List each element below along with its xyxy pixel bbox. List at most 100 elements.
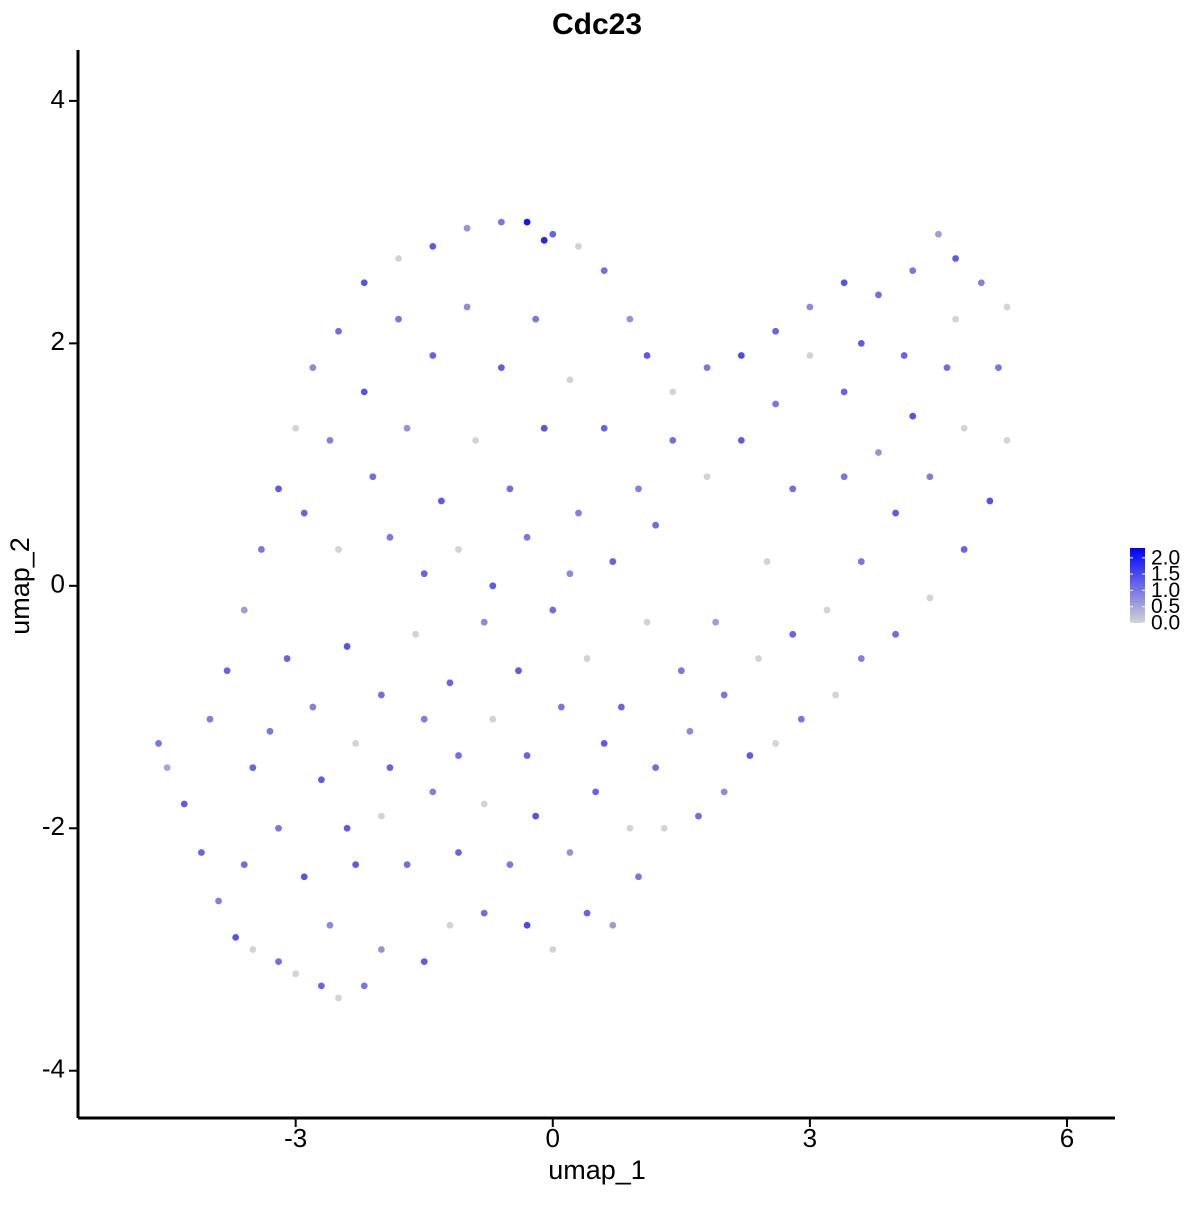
point — [420, 715, 428, 723]
point — [652, 764, 660, 772]
point — [857, 339, 865, 347]
point — [489, 715, 497, 723]
y-tick-label: 0 — [51, 569, 65, 599]
point — [386, 764, 394, 772]
y-tick-label: 2 — [51, 326, 65, 356]
point — [797, 715, 805, 723]
point — [317, 776, 325, 784]
colorbar-tick-label: 1.0 — [1151, 579, 1180, 602]
point — [506, 861, 514, 869]
point — [626, 824, 634, 832]
point — [720, 788, 728, 796]
colorbar-tick-label: 0.0 — [1151, 612, 1180, 635]
point — [429, 242, 437, 250]
point — [198, 849, 205, 856]
point — [309, 364, 317, 372]
point — [532, 812, 540, 820]
point — [523, 921, 531, 929]
point — [669, 436, 677, 444]
point — [592, 788, 600, 796]
point — [249, 764, 257, 772]
point — [720, 691, 728, 699]
point — [635, 485, 642, 493]
point — [377, 691, 385, 699]
point — [909, 267, 917, 275]
point — [386, 533, 394, 541]
point — [206, 715, 214, 723]
point — [926, 473, 934, 481]
point — [180, 800, 188, 808]
point — [360, 388, 368, 396]
point — [1003, 303, 1011, 311]
point — [943, 364, 951, 372]
point — [789, 630, 797, 638]
point — [240, 861, 248, 869]
point — [772, 740, 780, 747]
point — [652, 521, 660, 529]
colorbar-tick-label: 0.5 — [1151, 595, 1180, 618]
point — [600, 267, 608, 275]
point — [412, 630, 420, 638]
point — [635, 873, 642, 881]
point — [557, 703, 565, 711]
point — [609, 558, 617, 565]
point — [455, 546, 462, 553]
point — [566, 570, 574, 578]
x-tick-label: -3 — [284, 1123, 307, 1153]
point — [369, 473, 377, 481]
point — [960, 424, 968, 432]
point — [437, 497, 445, 505]
point — [746, 752, 754, 759]
colorbar-tick-label: 1.5 — [1151, 563, 1180, 586]
point — [892, 509, 900, 517]
point — [300, 873, 308, 881]
colorbar-tick-label: 2.0 — [1151, 546, 1180, 569]
point — [215, 897, 222, 905]
point — [566, 849, 574, 856]
point — [326, 921, 334, 929]
point — [395, 255, 402, 262]
point — [677, 667, 685, 675]
point — [583, 909, 591, 917]
point — [703, 364, 711, 372]
point — [695, 812, 702, 820]
point — [540, 424, 548, 432]
point — [429, 352, 437, 359]
point — [755, 655, 762, 662]
point — [875, 291, 882, 299]
point — [986, 497, 994, 505]
point — [300, 509, 308, 517]
point — [540, 236, 548, 244]
point — [249, 946, 257, 953]
point — [609, 921, 617, 929]
point — [463, 303, 471, 311]
point — [343, 824, 351, 832]
point — [669, 388, 677, 396]
point — [360, 279, 368, 287]
point — [480, 618, 488, 626]
point — [395, 315, 402, 323]
point — [857, 558, 865, 565]
point — [377, 812, 385, 820]
point — [823, 606, 831, 614]
point — [335, 327, 342, 335]
point — [643, 618, 651, 626]
point — [626, 315, 634, 323]
point — [523, 752, 531, 759]
point — [600, 424, 608, 432]
point — [420, 958, 428, 966]
point — [712, 618, 720, 626]
point — [737, 436, 745, 444]
point — [840, 279, 848, 287]
point — [309, 703, 317, 711]
point — [275, 485, 282, 493]
point — [240, 606, 248, 614]
point — [472, 436, 480, 444]
point — [480, 909, 488, 917]
point — [806, 352, 814, 359]
point — [583, 655, 591, 662]
point — [875, 449, 882, 456]
point — [515, 667, 522, 675]
point — [772, 400, 780, 408]
